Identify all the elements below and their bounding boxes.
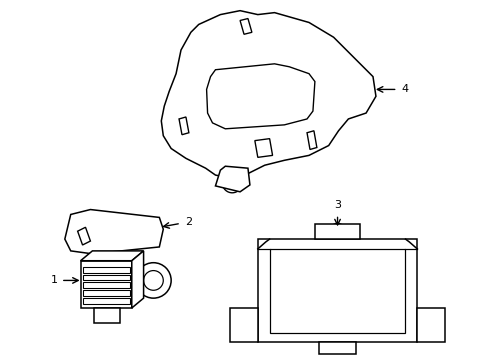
Polygon shape (179, 117, 189, 135)
Polygon shape (132, 251, 144, 308)
Polygon shape (77, 227, 91, 245)
Circle shape (421, 315, 441, 334)
Text: 4: 4 (401, 84, 409, 94)
Polygon shape (65, 210, 163, 254)
Circle shape (116, 219, 140, 243)
Polygon shape (82, 290, 130, 296)
Circle shape (222, 173, 242, 193)
Polygon shape (319, 342, 356, 354)
Text: 3: 3 (334, 199, 341, 210)
Polygon shape (161, 11, 376, 178)
Polygon shape (307, 131, 317, 149)
Polygon shape (82, 267, 130, 273)
Polygon shape (216, 166, 250, 192)
Circle shape (234, 315, 254, 334)
Polygon shape (80, 251, 144, 261)
Polygon shape (82, 275, 130, 280)
Polygon shape (258, 239, 417, 342)
Polygon shape (80, 261, 132, 308)
Polygon shape (270, 249, 406, 333)
Polygon shape (240, 18, 252, 34)
Polygon shape (255, 139, 272, 157)
Circle shape (136, 263, 171, 298)
Polygon shape (82, 282, 130, 288)
Text: 1: 1 (51, 275, 58, 285)
Polygon shape (82, 298, 130, 304)
Polygon shape (417, 308, 445, 342)
Ellipse shape (352, 74, 370, 105)
Circle shape (144, 271, 163, 290)
Polygon shape (230, 308, 258, 342)
Text: 2: 2 (185, 217, 192, 227)
Circle shape (330, 223, 345, 239)
Circle shape (187, 91, 201, 105)
Polygon shape (95, 308, 120, 323)
Polygon shape (315, 224, 360, 239)
Polygon shape (207, 64, 315, 129)
